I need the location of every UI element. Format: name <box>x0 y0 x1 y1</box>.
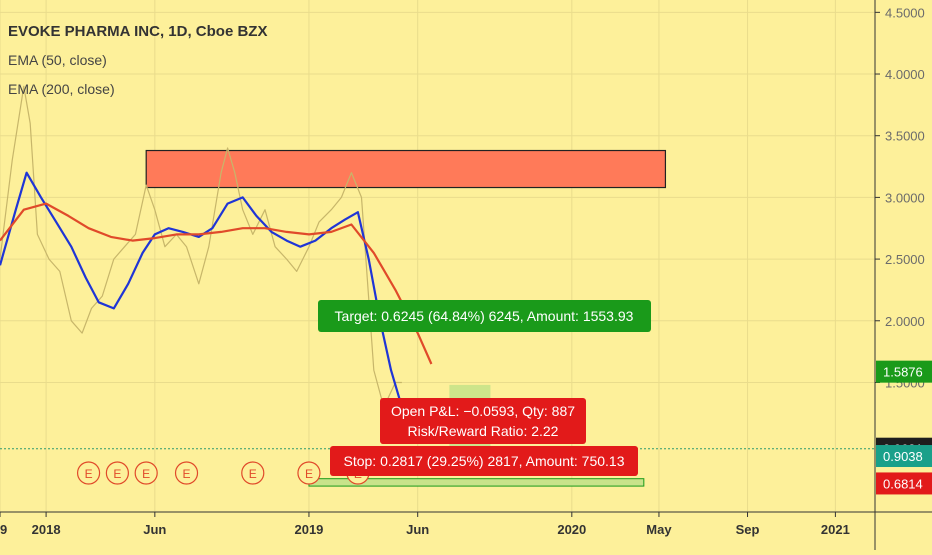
target-label-bg <box>318 300 651 332</box>
price-badge: 0.9038 <box>876 445 932 468</box>
y-tick-label: 2.5000 <box>885 252 925 267</box>
series-layer <box>0 85 433 408</box>
x-tick-label: 2018 <box>32 522 61 537</box>
earnings-circle <box>134 461 158 485</box>
y-tick-label: 3.5000 <box>885 129 925 144</box>
earnings-marker[interactable]: E <box>105 461 129 485</box>
stop-label-text: Stop: 0.2817 (29.25%) 2817, Amount: 750.… <box>344 453 625 469</box>
earnings-label: E <box>142 467 150 481</box>
earnings-label: E <box>249 467 257 481</box>
risk-reward-text: Risk/Reward Ratio: 2.22 <box>408 423 559 439</box>
earnings-marker[interactable]: E <box>134 461 158 485</box>
earnings-circle <box>241 461 265 485</box>
earnings-label: E <box>85 467 93 481</box>
earnings-label: E <box>183 467 191 481</box>
y-tick-label: 4.0000 <box>885 67 925 82</box>
earnings-layer: EEEEEEE <box>76 461 370 485</box>
x-tick-label: 2021 <box>821 522 850 537</box>
price-badge: 0.6814 <box>876 472 932 495</box>
y-tick-label: 2.0000 <box>885 314 925 329</box>
open-pnl-text: Open P&L: −0.0593, Qty: 887 <box>391 403 575 419</box>
x-tick-label: Sep <box>736 522 760 537</box>
earnings-circle <box>297 461 321 485</box>
y-tick-label: 3.0000 <box>885 190 925 205</box>
stop-label[interactable]: Stop: 0.2817 (29.25%) 2817, Amount: 750.… <box>330 446 638 476</box>
earnings-circle <box>105 461 129 485</box>
indicator-ema200-label[interactable]: EMA (200, close) <box>8 81 115 97</box>
earnings-label: E <box>113 467 121 481</box>
earnings-marker[interactable]: E <box>241 461 265 485</box>
stop-label-bg <box>330 446 638 476</box>
earnings-circle <box>76 461 101 485</box>
target-label[interactable]: Target: 0.6245 (64.84%) 6245, Amount: 15… <box>318 300 651 332</box>
resistance-zone[interactable] <box>145 149 667 189</box>
target-label-text: Target: 0.6245 (64.84%) 6245, Amount: 15… <box>335 308 634 324</box>
price-badge-bg <box>876 360 932 383</box>
series-line-ema200[interactable] <box>0 202 433 365</box>
chart-title: EVOKE PHARMA INC, 1D, Cboe BZX <box>8 23 267 40</box>
labels-layer: Target: 0.6245 (64.84%) 6245, Amount: 15… <box>318 300 651 476</box>
price-badge-label: 0.9038 <box>883 449 923 464</box>
indicator-ema50-label[interactable]: EMA (50, close) <box>8 52 107 68</box>
price-badge-label: 0.6814 <box>883 476 923 491</box>
earnings-marker[interactable]: E <box>76 461 101 485</box>
x-tick-label: 2019 <box>294 522 323 537</box>
x-tick-label: 2020 <box>557 522 586 537</box>
pnl-label[interactable]: Open P&L: −0.0593, Qty: 887 Risk/Reward R… <box>380 398 586 444</box>
price-badge-label: 1.5876 <box>883 365 923 380</box>
price-badge-bg <box>876 472 932 495</box>
y-tick-label: 4.5000 <box>885 5 925 20</box>
series-line-price[interactable] <box>0 85 402 408</box>
pnl-label-bg <box>380 398 586 444</box>
earnings-marker[interactable]: E <box>297 461 321 485</box>
earnings-marker[interactable]: E <box>174 461 199 485</box>
x-tick-label: Jun <box>143 522 166 537</box>
x-tick-label: May <box>646 522 672 537</box>
earnings-label: E <box>305 467 313 481</box>
x-tick-label: Jun <box>406 522 429 537</box>
price-badge: 1.5876 <box>876 360 932 383</box>
x-tick-label: 29 <box>0 522 7 537</box>
price-badge-bg <box>876 445 932 468</box>
earnings-circle <box>174 461 199 485</box>
